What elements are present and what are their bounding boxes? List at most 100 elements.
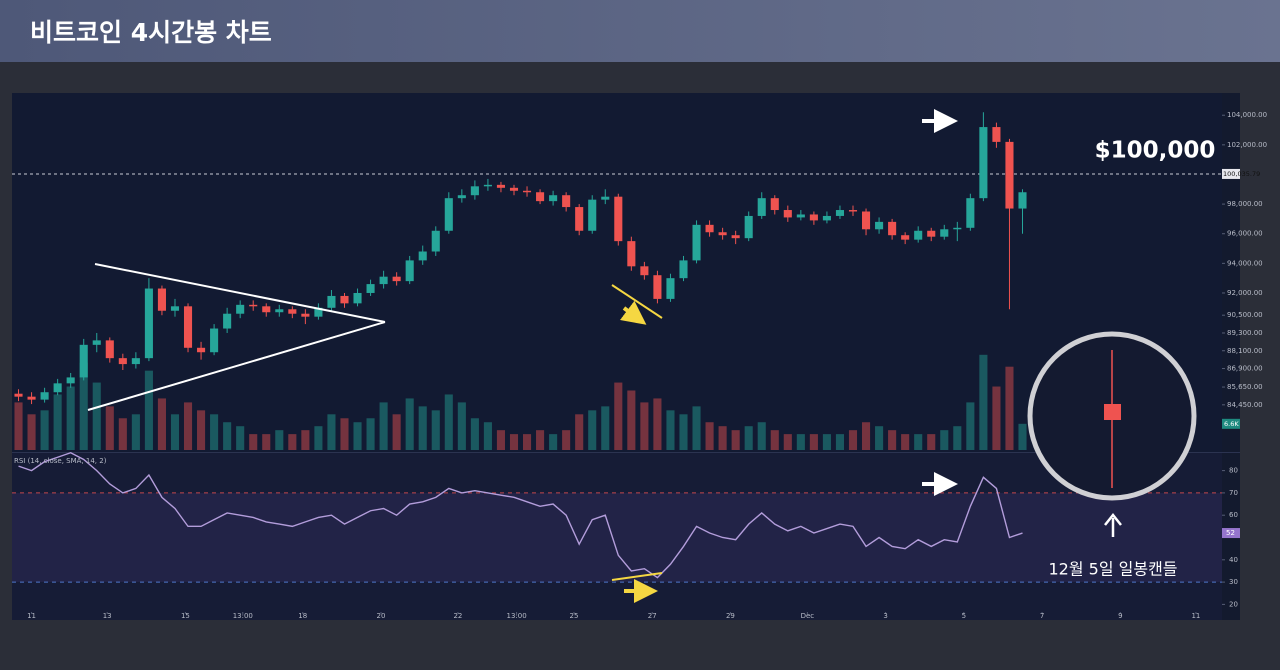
volume-bar: [861, 422, 871, 450]
candle-body: [992, 127, 1001, 142]
volume-bar: [509, 434, 519, 450]
annotation: $100,000: [1095, 138, 1216, 164]
x-tick-label: 11: [27, 612, 36, 620]
x-tick-label: 13:00: [507, 612, 527, 620]
volume-label: 6.6K: [1224, 420, 1239, 428]
volume-bar: [405, 398, 414, 450]
volume-bar: [275, 430, 284, 450]
volume-bar: [770, 430, 779, 450]
arrow: [620, 300, 647, 325]
candle-body: [27, 396, 36, 400]
candle-body: [653, 275, 662, 299]
volume-bar: [236, 426, 245, 450]
price-panel: [12, 93, 1222, 452]
candle-body: [718, 232, 727, 236]
volume-bar: [744, 426, 753, 450]
volume-bar: [953, 426, 962, 450]
candle-body: [835, 210, 845, 216]
x-tick-label: 5: [962, 612, 966, 620]
volume-bar: [888, 430, 897, 450]
volume-bar: [457, 402, 466, 450]
trend-line: [94, 263, 386, 323]
zoom-candle: [1104, 404, 1121, 420]
volume-bar: [914, 434, 923, 450]
y-tick-label: 96,000.00: [1227, 230, 1263, 238]
volume-bar: [549, 434, 558, 450]
volume-bar: [1005, 366, 1014, 450]
candle-body: [575, 207, 584, 231]
candle-body: [444, 198, 453, 231]
volume-bar: [483, 422, 492, 450]
y-tick-label: 104,000.00: [1227, 111, 1267, 119]
candle-body: [183, 306, 193, 348]
candle-body: [666, 278, 675, 299]
y-tick-label: 98,000.00: [1227, 200, 1263, 208]
volume-bar: [144, 370, 153, 450]
candle-body: [210, 328, 219, 353]
candle-body: [692, 224, 701, 261]
x-tick-label: 11: [1191, 612, 1200, 620]
candle-body: [236, 304, 245, 314]
candle-body: [288, 309, 297, 314]
candle-body: [340, 295, 349, 304]
volume-bar: [705, 422, 714, 450]
candle-body: [105, 340, 114, 359]
arrow-head: [1104, 512, 1122, 526]
candle-body: [927, 230, 936, 237]
volume-bar: [431, 410, 440, 450]
volume-bar: [288, 434, 297, 450]
volume-bar: [640, 402, 649, 450]
volume-bar: [979, 354, 988, 450]
candle-body: [522, 190, 532, 193]
rsi-label-box: [1222, 528, 1240, 539]
volume-bar: [666, 410, 675, 450]
candle-body: [940, 229, 949, 237]
rsi-tick-label: 60: [1229, 511, 1238, 519]
volume-bar: [783, 434, 792, 450]
candle-body: [979, 127, 988, 199]
volume-bar: [418, 406, 427, 450]
candle-body: [848, 210, 858, 212]
candle-body: [861, 211, 871, 230]
candle-body: [66, 377, 75, 384]
candle-body: [431, 230, 440, 252]
y-tick-label: 88,100.00: [1227, 347, 1263, 355]
volume-bar: [118, 418, 127, 450]
volume-bar: [601, 406, 610, 450]
volume-bar: [249, 434, 258, 450]
candle-body: [392, 276, 401, 282]
candle-body: [822, 215, 831, 221]
volume-bar: [875, 426, 884, 450]
volume-bar: [27, 414, 36, 450]
candle-body: [744, 215, 753, 239]
volume-bar: [796, 434, 805, 450]
candle-body: [796, 214, 805, 218]
volume-bar: [327, 414, 336, 450]
candle-body: [275, 309, 284, 313]
x-tick-label: 22: [453, 612, 462, 620]
rsi-tick-label: 40: [1229, 556, 1238, 564]
rsi-tick-label: 80: [1229, 467, 1238, 475]
candle-body: [731, 235, 740, 239]
x-tick-label: 15: [181, 612, 190, 620]
candle-body: [79, 344, 88, 378]
rsi-title: RSI (14, close, SMA, 14, 2): [14, 457, 107, 465]
volume-bar: [340, 418, 349, 450]
x-tick-label: Dec: [801, 612, 815, 620]
x-tick-label: 20: [377, 612, 386, 620]
rsi-last-label: 52: [1226, 529, 1235, 537]
candle-body: [40, 392, 49, 400]
volume-bar: [1018, 423, 1027, 450]
y-tick-label: 84,450.00: [1227, 401, 1263, 409]
price-line-label: 100,035.79: [1223, 170, 1260, 178]
candle-body: [301, 313, 310, 317]
candle-body: [470, 186, 479, 196]
volume-bar: [170, 414, 180, 450]
candle-body: [457, 195, 466, 199]
candle-body: [953, 227, 962, 230]
volume-bar: [392, 414, 401, 450]
volume-bar: [223, 422, 232, 450]
volume-bar: [588, 410, 597, 450]
volume-bar: [183, 402, 193, 450]
volume-bar: [575, 414, 584, 450]
